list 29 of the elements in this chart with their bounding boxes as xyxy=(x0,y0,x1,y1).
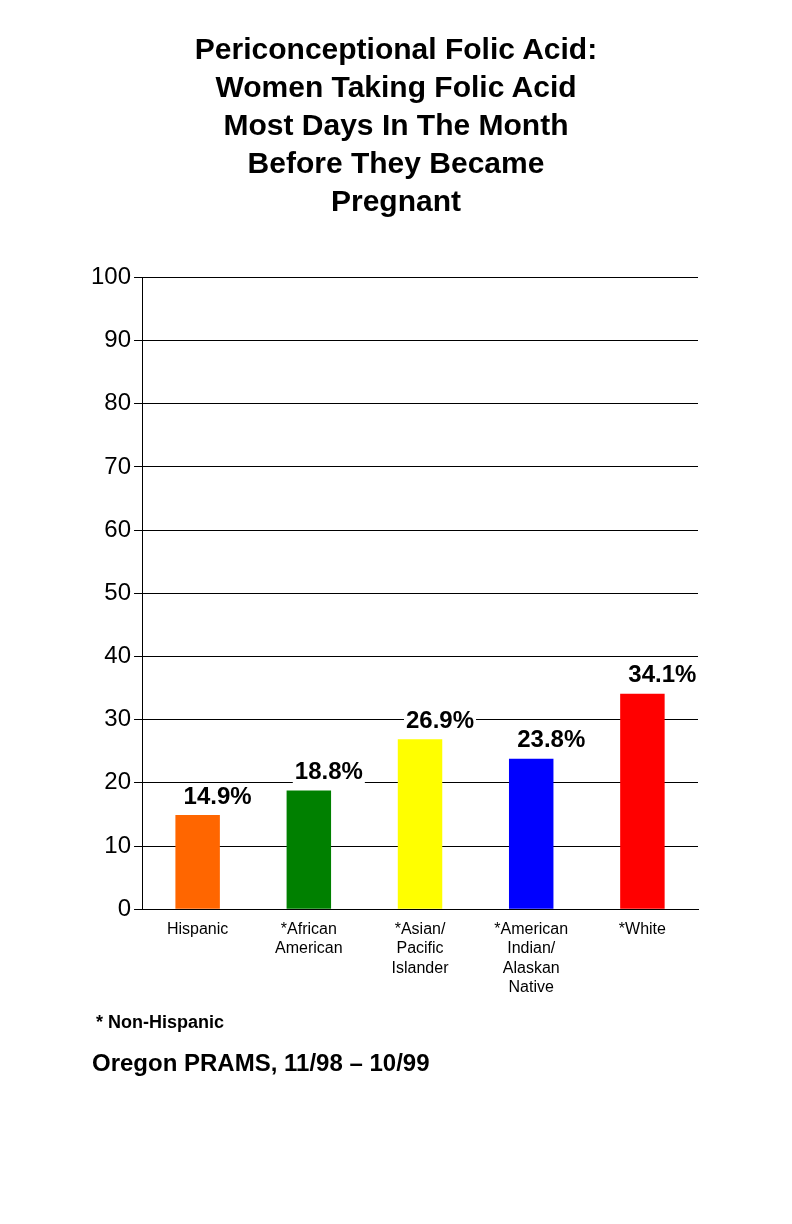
y-tick-label: 90 xyxy=(104,325,132,353)
bar xyxy=(508,758,554,909)
y-tick-label: 40 xyxy=(104,641,132,669)
x-tick-label: *Asian/ Pacific Islander xyxy=(391,920,450,976)
data-label: 23.8% xyxy=(517,725,586,753)
bar xyxy=(397,739,443,909)
y-tick-label: 50 xyxy=(104,577,132,605)
bar xyxy=(286,790,332,909)
y-tick-label: 30 xyxy=(104,704,132,732)
y-tick-label: 10 xyxy=(104,830,132,858)
data-label: 26.9% xyxy=(405,705,475,733)
y-tick-label: 60 xyxy=(104,514,132,542)
y-tick-label: 80 xyxy=(104,388,132,416)
data-label: 14.9% xyxy=(183,781,252,809)
x-tick-label: *American Indian/ Alaskan Native xyxy=(494,920,569,995)
y-tick-label: 20 xyxy=(104,767,132,795)
y-tick-label: 70 xyxy=(104,451,132,479)
text: Oregon PRAMS, 11/98 – 10/99 xyxy=(92,1049,431,1077)
text: * Non-Hispanic xyxy=(96,1012,225,1033)
data-label: 18.8% xyxy=(294,757,363,785)
bar xyxy=(620,693,665,909)
bar xyxy=(175,815,220,909)
x-tick-label: *White xyxy=(618,920,667,938)
x-tick-label: *African American xyxy=(275,920,343,957)
y-tick-label: 100 xyxy=(91,262,132,290)
y-tick-label: 0 xyxy=(117,893,132,921)
chart-title: Periconceptional Folic Acid: Women Taking Folic Acid Most Days In The Month Before They Became Pregnant xyxy=(193,31,599,219)
x-tick-label: Hispanic xyxy=(166,920,229,938)
data-label: 34.1% xyxy=(628,660,697,688)
